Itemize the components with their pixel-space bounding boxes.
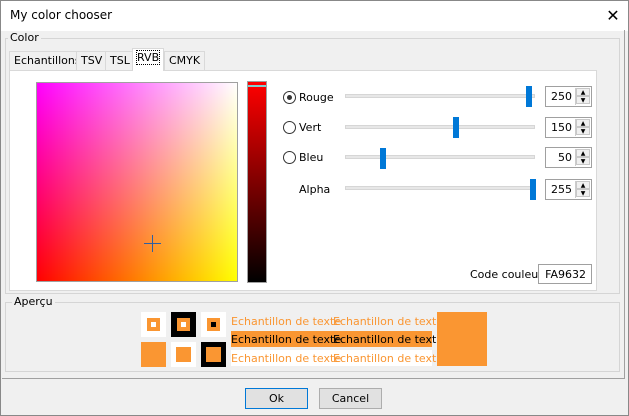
swatch: [171, 312, 196, 337]
alpha-spinner[interactable]: 255 ▲ ▼: [545, 179, 592, 200]
swatch: [141, 312, 166, 337]
bleu-radio[interactable]: [283, 151, 296, 164]
bleu-spinner[interactable]: 50 ▲ ▼: [545, 147, 592, 168]
rouge-label: Rouge: [299, 91, 334, 104]
down-arrow-icon[interactable]: ▼: [576, 127, 590, 135]
close-icon[interactable]: ✕: [606, 6, 620, 25]
up-arrow-icon[interactable]: ▲: [576, 88, 590, 96]
preview-group-label: Aperçu: [12, 295, 55, 308]
bleu-slider-track[interactable]: [345, 155, 535, 159]
swatch: [201, 312, 226, 337]
sample-text: Echantillon de texte: [231, 333, 342, 346]
bleu-label: Bleu: [299, 151, 324, 164]
rouge-slider-track[interactable]: [345, 94, 535, 98]
tab-tsv[interactable]: TSV: [76, 51, 108, 70]
tab-cmyk[interactable]: CMYK: [164, 51, 206, 70]
alpha-value[interactable]: 255: [551, 183, 572, 196]
alpha-label: Alpha: [299, 183, 331, 196]
code-couleur-label: Code couleur: [470, 268, 543, 281]
vert-value[interactable]: 150: [551, 121, 572, 134]
sample-bar-white: [231, 350, 432, 366]
tab-rvb[interactable]: RVB: [132, 48, 165, 71]
swatch: [171, 342, 196, 367]
chooser-frame: [2, 30, 625, 379]
up-arrow-icon[interactable]: ▲: [576, 149, 590, 157]
ok-button[interactable]: Ok: [245, 388, 308, 409]
down-arrow-icon[interactable]: ▼: [576, 157, 590, 165]
up-arrow-icon[interactable]: ▲: [576, 119, 590, 127]
sample-text: Echantillon de texte: [333, 315, 444, 328]
sample-text: Echantillon de texte: [231, 315, 342, 328]
color-group: [5, 38, 620, 294]
rouge-slider-thumb[interactable]: [526, 86, 533, 107]
rouge-radio[interactable]: [283, 91, 296, 104]
tab-echantillons[interactable]: Echantillons: [9, 51, 86, 70]
tab-tsl[interactable]: TSL: [105, 51, 135, 70]
vert-spinner[interactable]: 150 ▲ ▼: [545, 117, 592, 138]
slider-marker: [248, 85, 266, 87]
vert-slider-thumb[interactable]: [452, 117, 459, 138]
color-preview-swatch: [437, 312, 487, 366]
alpha-slider-track[interactable]: [345, 186, 535, 190]
crosshair-cursor-v: [152, 235, 153, 252]
vert-slider-track[interactable]: [345, 125, 535, 129]
rouge-spinner[interactable]: 250 ▲ ▼: [545, 86, 592, 107]
rouge-value[interactable]: 250: [551, 90, 572, 103]
bleu-slider-thumb[interactable]: [379, 148, 386, 169]
vert-label: Vert: [299, 121, 322, 134]
alpha-slider-thumb[interactable]: [530, 179, 536, 200]
swatch: [141, 342, 166, 367]
down-arrow-icon[interactable]: ▼: [576, 189, 590, 197]
bleu-value[interactable]: 50: [558, 151, 572, 164]
up-arrow-icon[interactable]: ▲: [576, 181, 590, 189]
code-couleur-field[interactable]: FA9632: [538, 264, 592, 284]
sample-bar: [231, 331, 432, 347]
sample-text: Echantillon de texte: [333, 333, 444, 346]
color-field[interactable]: [36, 82, 238, 282]
swatch: [201, 342, 226, 367]
sample-text: Echantillon de texte: [333, 352, 444, 365]
down-arrow-icon[interactable]: ▼: [576, 96, 590, 104]
preview-group: [5, 302, 620, 372]
red-channel-slider[interactable]: [247, 81, 267, 283]
cancel-button[interactable]: Cancel: [319, 388, 382, 409]
title-bar: My color chooser ✕: [1, 1, 628, 31]
sample-text: Echantillon de texte: [231, 352, 342, 365]
vert-radio[interactable]: [283, 121, 296, 134]
color-group-label: Color: [8, 31, 41, 44]
window-title: My color chooser: [10, 8, 113, 22]
